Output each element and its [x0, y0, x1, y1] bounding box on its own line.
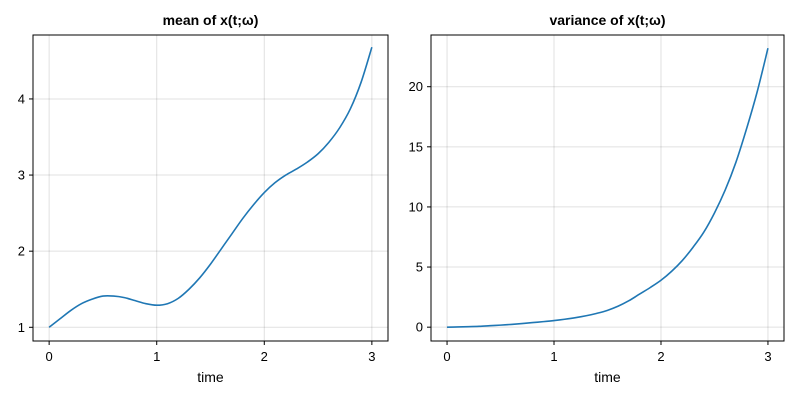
mean-y-tick-label: 3 [18, 168, 25, 183]
mean-x-tick-label: 0 [46, 349, 53, 364]
mean-x-axis-label: time [197, 369, 224, 385]
variance-x-axis-label: time [594, 369, 621, 385]
variance-panel: variance of x(t;ω) time 0 1 2 3 0 5 10 15 20 [409, 12, 785, 385]
mean-chart-title: mean of x(t;ω) [163, 12, 259, 28]
variance-y-tick-label: 20 [409, 79, 423, 94]
variance-x-tick-label: 0 [443, 349, 450, 364]
variance-y-tick-label: 15 [409, 139, 423, 154]
variance-chart-title: variance of x(t;ω) [549, 12, 665, 28]
variance-y-tick-label: 5 [416, 260, 423, 275]
variance-series-line [447, 48, 769, 328]
variance-x-tick-label: 3 [764, 349, 771, 364]
variance-y-tick-label: 0 [416, 320, 423, 335]
mean-x-tick-label: 1 [153, 349, 160, 364]
mean-x-tick-label: 3 [368, 349, 375, 364]
variance-x-tick-label: 1 [550, 349, 557, 364]
variance-x-tick-label: 2 [657, 349, 664, 364]
mean-panel: mean of x(t;ω) time 0 1 2 3 1 2 3 4 [18, 12, 389, 385]
mean-plot-frame [32, 34, 389, 342]
variance-plot-frame [430, 34, 785, 342]
mean-x-tick-label: 2 [261, 349, 268, 364]
mean-y-tick-label: 2 [18, 244, 25, 259]
variance-y-tick-label: 10 [409, 199, 423, 214]
mean-y-tick-label: 1 [18, 320, 25, 335]
mean-series-line [48, 46, 373, 328]
mean-y-tick-label: 4 [18, 91, 25, 106]
